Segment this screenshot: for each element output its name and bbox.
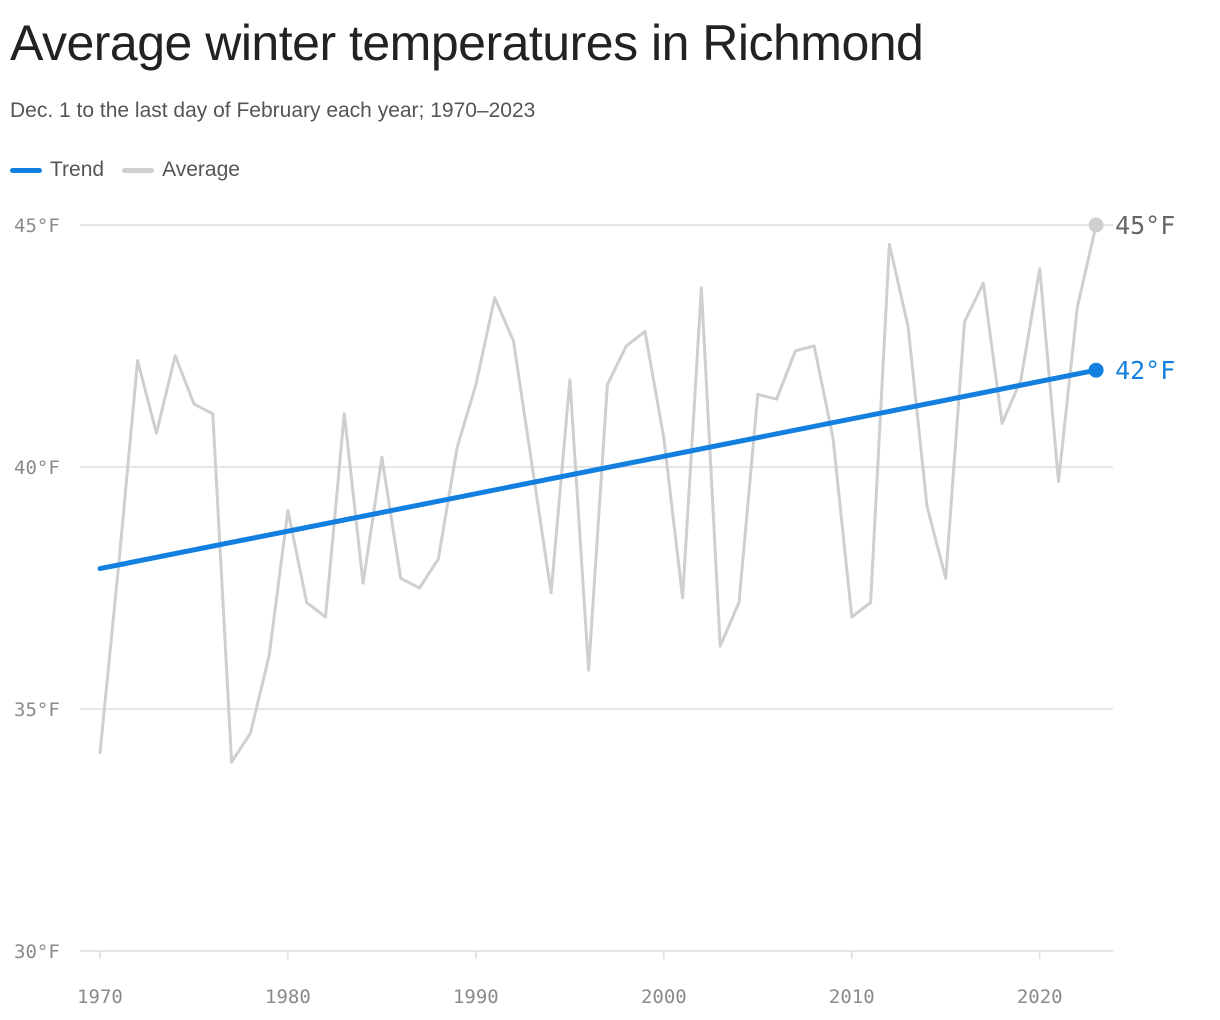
series-line-average [98,223,1098,764]
y-tick-label-30: 30°F [14,941,60,963]
x-tick-label-2010: 2010 [829,986,875,1008]
y-tick-label-35: 35°F [14,699,60,721]
end-label-trend: 42°F [1115,356,1175,385]
chart-title: Average winter temperatures in Richmond [10,15,924,71]
legend-swatch-average [122,167,155,173]
x-tick-label-2000: 2000 [641,986,687,1008]
x-tick-label-1970: 1970 [77,986,123,1008]
x-tick-label-2020: 2020 [1017,986,1063,1008]
y-tick-label-40: 40°F [14,457,60,479]
end-point-average [1088,217,1104,233]
legend-item-trend: Trend [10,158,104,182]
x-tick-label-1990: 1990 [453,986,499,1008]
legend-label-average: Average [162,158,240,181]
x-tick-label-1980: 1980 [265,986,311,1008]
end-label-average: 45°F [1115,211,1175,240]
y-tick-label-45: 45°F [14,215,60,237]
legend-item-average: Average [122,158,240,182]
legend-swatch-trend [10,167,42,173]
series-line-trend [97,367,1099,572]
legend-label-trend: Trend [50,158,105,181]
end-point-trend [1088,362,1104,378]
chart-subtitle: Dec. 1 to the last day of February each … [10,99,536,122]
legend: Trend Average [10,156,258,184]
